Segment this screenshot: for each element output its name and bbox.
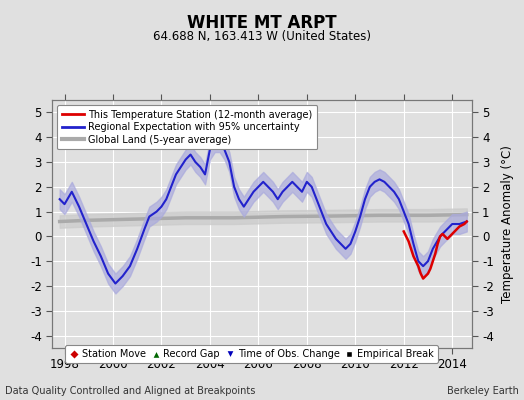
Text: Data Quality Controlled and Aligned at Breakpoints: Data Quality Controlled and Aligned at B…	[5, 386, 256, 396]
Legend: Station Move, Record Gap, Time of Obs. Change, Empirical Break: Station Move, Record Gap, Time of Obs. C…	[66, 345, 438, 363]
Y-axis label: Temperature Anomaly (°C): Temperature Anomaly (°C)	[501, 145, 514, 303]
Text: 64.688 N, 163.413 W (United States): 64.688 N, 163.413 W (United States)	[153, 30, 371, 43]
Text: Berkeley Earth: Berkeley Earth	[447, 386, 519, 396]
Text: WHITE MT ARPT: WHITE MT ARPT	[187, 14, 337, 32]
Legend: This Temperature Station (12-month average), Regional Expectation with 95% uncer: This Temperature Station (12-month avera…	[57, 105, 318, 150]
